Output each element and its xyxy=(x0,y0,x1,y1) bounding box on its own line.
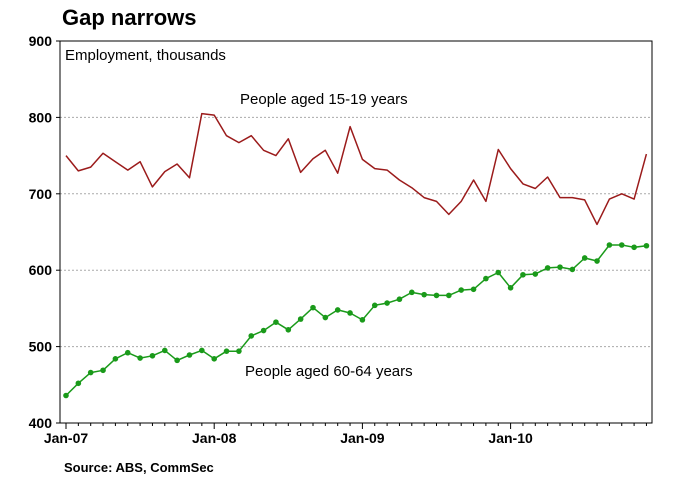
data-point xyxy=(297,316,304,322)
y-tick-label: 900 xyxy=(29,33,53,49)
series-layer xyxy=(63,112,650,399)
data-point xyxy=(162,347,168,354)
y-tick-label: 700 xyxy=(29,186,53,202)
series-line-0 xyxy=(65,112,648,226)
chart-title: Gap narrows xyxy=(62,5,197,30)
y-tick-label: 500 xyxy=(29,339,53,355)
data-point xyxy=(347,310,353,316)
data-point xyxy=(211,356,217,362)
data-point xyxy=(124,349,131,356)
data-point xyxy=(606,242,613,248)
gridlines xyxy=(60,116,652,348)
y-tick-label: 800 xyxy=(29,109,53,125)
data-point xyxy=(186,352,193,358)
y-tick-label: 600 xyxy=(29,262,53,278)
data-point xyxy=(581,255,588,261)
annotation-series-15-19: People aged 15-19 years xyxy=(240,91,408,108)
annotation-series-60-64: People aged 60-64 years xyxy=(245,363,413,380)
data-point xyxy=(569,266,576,273)
data-point xyxy=(236,348,242,354)
data-point xyxy=(310,304,316,311)
x-tick-label: Jan-08 xyxy=(192,430,237,446)
data-point xyxy=(446,292,452,299)
x-tick-label: Jan-07 xyxy=(44,430,89,446)
data-point xyxy=(223,348,230,354)
data-point xyxy=(470,286,477,293)
data-point xyxy=(199,347,205,354)
data-point xyxy=(273,319,279,325)
source-note: Source: ABS, CommSec xyxy=(64,460,214,475)
data-point xyxy=(149,352,156,359)
x-tick-label: Jan-10 xyxy=(488,430,533,446)
data-point xyxy=(260,327,267,334)
data-point xyxy=(421,291,427,298)
axis-ticks xyxy=(56,40,647,429)
data-point xyxy=(409,289,415,296)
data-point xyxy=(322,314,329,321)
data-point xyxy=(334,307,341,313)
data-point xyxy=(285,326,292,333)
data-point xyxy=(137,355,143,361)
data-point xyxy=(359,317,366,323)
data-point xyxy=(495,269,502,276)
data-point xyxy=(112,356,119,362)
data-point xyxy=(87,369,94,376)
data-point xyxy=(433,292,440,299)
data-point xyxy=(371,302,378,309)
data-point xyxy=(100,367,106,374)
data-point xyxy=(458,287,465,293)
data-point xyxy=(384,300,390,306)
data-point xyxy=(520,271,526,278)
data-point xyxy=(75,380,82,387)
x-tick-labels: Jan-07 Jan-08 Jan-09 Jan-10 xyxy=(44,430,533,446)
data-point xyxy=(594,258,600,264)
data-point xyxy=(174,357,180,364)
data-point xyxy=(63,392,69,399)
y-tick-labels: 400 500 600 700 800 900 xyxy=(29,33,53,431)
data-point xyxy=(618,242,625,248)
plot-frame xyxy=(59,40,653,424)
data-point xyxy=(532,271,539,277)
data-point xyxy=(544,265,551,271)
x-tick-label: Jan-09 xyxy=(340,430,385,446)
data-point xyxy=(248,333,255,339)
data-point xyxy=(483,275,489,282)
data-point xyxy=(643,242,650,249)
y-tick-label: 400 xyxy=(29,415,53,431)
data-point xyxy=(396,296,403,303)
y-axis-unit-label: Employment, thousands xyxy=(65,47,226,64)
data-point xyxy=(557,264,563,270)
data-point xyxy=(507,284,514,291)
data-point xyxy=(631,244,637,251)
